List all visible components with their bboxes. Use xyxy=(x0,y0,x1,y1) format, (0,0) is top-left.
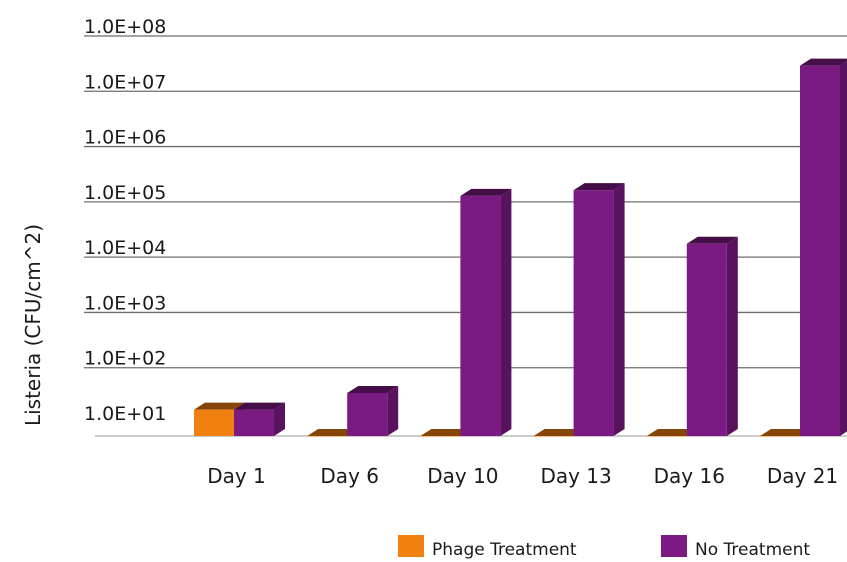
bar-phage-treatment-day-10-front xyxy=(420,436,461,437)
bar-phage-treatment-day-6 xyxy=(307,429,359,437)
bar-no-treatment-day-16 xyxy=(686,236,738,436)
bar-no-treatment-day-13-side xyxy=(613,183,625,436)
bar-phage-treatment-day-1-top xyxy=(194,402,245,410)
y-axis-title: Listeria (CFU/cm^2) xyxy=(21,224,45,426)
bar-no-treatment-day-10 xyxy=(460,188,512,436)
bars xyxy=(194,58,847,437)
bar-phage-treatment-day-6-top xyxy=(307,429,359,436)
legend-label-phage-treatment: Phage Treatment xyxy=(432,540,577,560)
bar-phage-treatment-day-21-top xyxy=(760,429,811,436)
bar-phage-treatment-day-16 xyxy=(646,429,698,437)
bar-no-treatment-day-6 xyxy=(347,385,399,436)
x-tick-label-day-1: Day 1 xyxy=(207,464,266,488)
bar-phage-treatment-day-21 xyxy=(760,429,811,437)
bar-no-treatment-day-1-top xyxy=(234,402,285,410)
y-tick-label: 1.0E+07 xyxy=(84,71,166,93)
x-tick-label-day-10: Day 10 xyxy=(427,464,498,488)
bar-phage-treatment-day-10 xyxy=(420,429,472,437)
bar-no-treatment-day-1-front xyxy=(234,409,274,436)
bar-no-treatment-day-6-front xyxy=(347,392,388,436)
bar-phage-treatment-day-21-front xyxy=(760,436,800,437)
bar-no-treatment-day-16-top xyxy=(686,236,738,244)
bar-phage-treatment-day-10-top xyxy=(420,429,472,436)
x-tick-label-day-13: Day 13 xyxy=(540,464,611,488)
bar-no-treatment-day-13-top xyxy=(573,183,625,191)
bar-no-treatment-day-10-front xyxy=(460,195,501,436)
bar-phage-treatment-day-16-front xyxy=(646,436,687,437)
bar-phage-treatment-day-6-front xyxy=(307,436,348,437)
bar-no-treatment-day-13-front xyxy=(573,190,614,436)
bar-no-treatment-day-21-side xyxy=(840,61,847,436)
bar-no-treatment-day-21 xyxy=(800,58,847,436)
bar-no-treatment-day-10-top xyxy=(460,188,512,196)
bar-no-treatment-day-13 xyxy=(573,183,625,436)
bar-phage-treatment-day-16-top xyxy=(646,429,698,436)
bar-no-treatment-day-16-front xyxy=(686,243,727,436)
bar-no-treatment-day-6-side xyxy=(387,385,399,436)
y-tick-label: 1.0E+03 xyxy=(84,292,166,314)
bar-no-treatment-day-10-side xyxy=(500,188,512,436)
x-axis-ticks: Day 1 Day 6 Day 10 Day 13 Day 16 Day 21 xyxy=(207,464,838,488)
y-axis-ticks: 1.0E+01 1.0E+02 1.0E+03 1.0E+04 1.0E+05 1.0E+… xyxy=(84,16,166,425)
bar-no-treatment-day-1 xyxy=(234,402,285,436)
y-tick-label: 1.0E+05 xyxy=(84,182,166,204)
bar-phage-treatment-day-13 xyxy=(533,429,585,437)
legend-swatch-phage-treatment xyxy=(398,535,424,557)
bar-no-treatment-day-21-top xyxy=(800,58,847,66)
y-tick-label: 1.0E+02 xyxy=(84,348,166,370)
bar-no-treatment-day-1-side xyxy=(274,402,285,436)
legend-swatch-no-treatment xyxy=(661,535,687,557)
y-tick-label: 1.0E+06 xyxy=(84,127,166,149)
legend-label-no-treatment: No Treatment xyxy=(695,540,810,560)
bar-phage-treatment-day-1-front xyxy=(194,409,234,436)
y-tick-label: 1.0E+01 xyxy=(84,403,166,425)
x-tick-label-day-6: Day 6 xyxy=(320,464,379,488)
x-tick-label-day-16: Day 16 xyxy=(654,464,725,488)
y-tick-label: 1.0E+08 xyxy=(84,16,166,38)
bar-no-treatment-day-6-top xyxy=(347,385,399,393)
bar-no-treatment-day-16-side xyxy=(726,236,738,436)
legend: Phage Treatment No Treatment xyxy=(398,535,810,560)
y-tick-label: 1.0E+04 xyxy=(84,237,166,259)
bar-no-treatment-day-21-front xyxy=(800,65,840,436)
bar-phage-treatment-day-13-front xyxy=(533,436,574,437)
bar-phage-treatment-day-13-top xyxy=(533,429,585,436)
x-tick-label-day-21: Day 21 xyxy=(767,464,838,488)
